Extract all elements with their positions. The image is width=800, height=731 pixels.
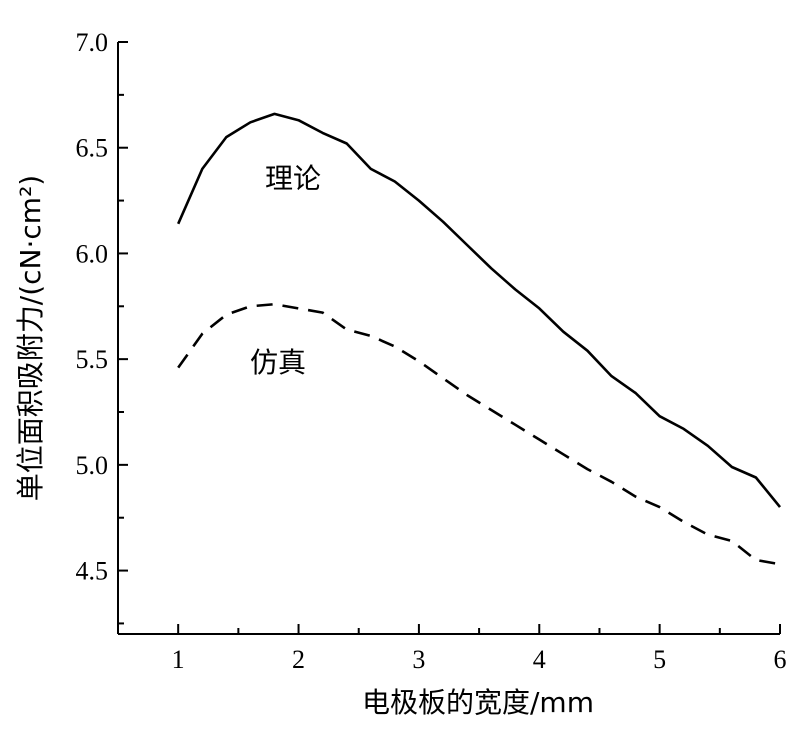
series-label-theory: 理论 (265, 162, 321, 195)
y-tick-label: 5.5 (76, 345, 109, 374)
x-ticks: 1 2 3 4 5 6 (172, 624, 787, 674)
y-tick-label: 5.0 (76, 451, 109, 480)
x-tick-label: 5 (653, 645, 666, 674)
y-axis-title: 单位面积吸附力/(cN·cm²) (14, 175, 47, 501)
x-tick-label: 2 (292, 645, 305, 674)
x-tick-label: 3 (412, 645, 425, 674)
series-line-theory (177, 112, 782, 508)
axes (117, 42, 780, 635)
x-tick-label: 6 (774, 645, 787, 674)
x-tick-label: 4 (533, 645, 546, 674)
series-line-simulation (177, 302, 781, 566)
x-tick-label: 1 (172, 645, 185, 674)
y-tick-label: 4.5 (76, 557, 109, 586)
y-tick-label: 7.0 (76, 28, 109, 57)
series-label-simulation: 仿真 (250, 346, 306, 379)
y-tick-label: 6.0 (76, 239, 109, 268)
y-tick-label: 6.5 (76, 134, 109, 163)
series-layer (177, 112, 782, 566)
x-axis-title: 电极板的宽度/mm (362, 686, 594, 719)
y-ticks: 4.5 5.0 5.5 6.0 6.5 7.0 (76, 28, 128, 625)
